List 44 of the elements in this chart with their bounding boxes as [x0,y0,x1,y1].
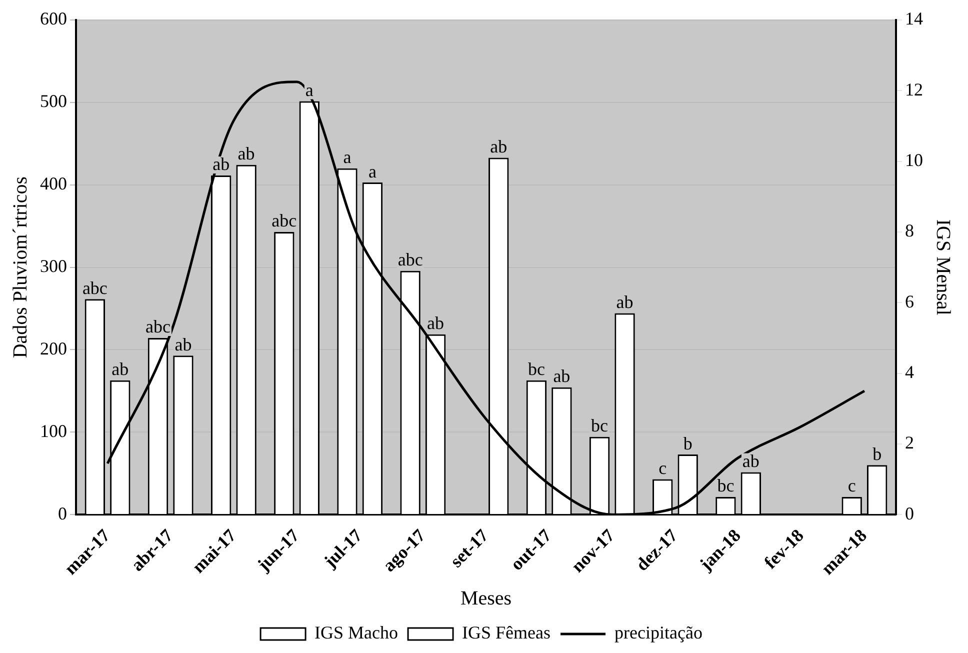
data-label: a [368,161,376,182]
y2-tick-label: 4 [905,362,914,382]
y-tick-label: 500 [40,91,67,112]
data-label: abc [146,316,170,337]
y2-axis-title: IGS Mensal [932,219,954,316]
y2-tick-label: 8 [905,220,914,241]
data-label: bc [717,476,734,496]
data-label: abc [82,278,108,298]
data-label: ab [553,366,570,386]
data-label: bc [591,416,608,436]
y-tick-label: 600 [40,8,67,29]
data-label: abc [398,250,423,270]
y2-tick-label: 6 [905,291,914,312]
y2-tick-label: 14 [905,8,923,29]
y-tick-label: 0 [58,503,67,524]
y2-tick-label: 0 [905,503,914,524]
data-label: a [305,80,314,100]
legend-label: precipitação [614,622,702,643]
data-label: ab [742,450,760,471]
y2-tick-label: 2 [905,432,914,453]
data-label: bc [528,359,545,380]
data-label: ab [616,292,634,312]
data-label: c [658,458,667,478]
data-label: a [343,147,352,168]
data-label: ab [427,313,444,334]
legend-label: IGS Fêmeas [462,622,551,643]
y-axis-title: Dados Pluviom´rtricos [9,176,32,358]
data-label: c [848,476,856,496]
x-axis-title: Meses [460,587,512,610]
legend-label: IGS Macho [314,622,398,643]
data-label: b [872,444,882,464]
y2-tick-label: 12 [905,79,923,100]
data-label: ab [238,144,255,164]
data-label: abc [272,210,297,231]
y-tick-label: 400 [40,174,67,194]
y-tick-label: 300 [40,256,67,276]
y2-tick-label: 10 [905,150,923,170]
data-label: ab [490,136,508,157]
data-label: ab [112,359,129,380]
y-tick-label: 100 [40,420,67,441]
data-label: b [683,433,692,454]
data-label: ab [174,334,192,354]
y-tick-label: 200 [40,338,67,358]
data-label: ab [212,154,230,174]
